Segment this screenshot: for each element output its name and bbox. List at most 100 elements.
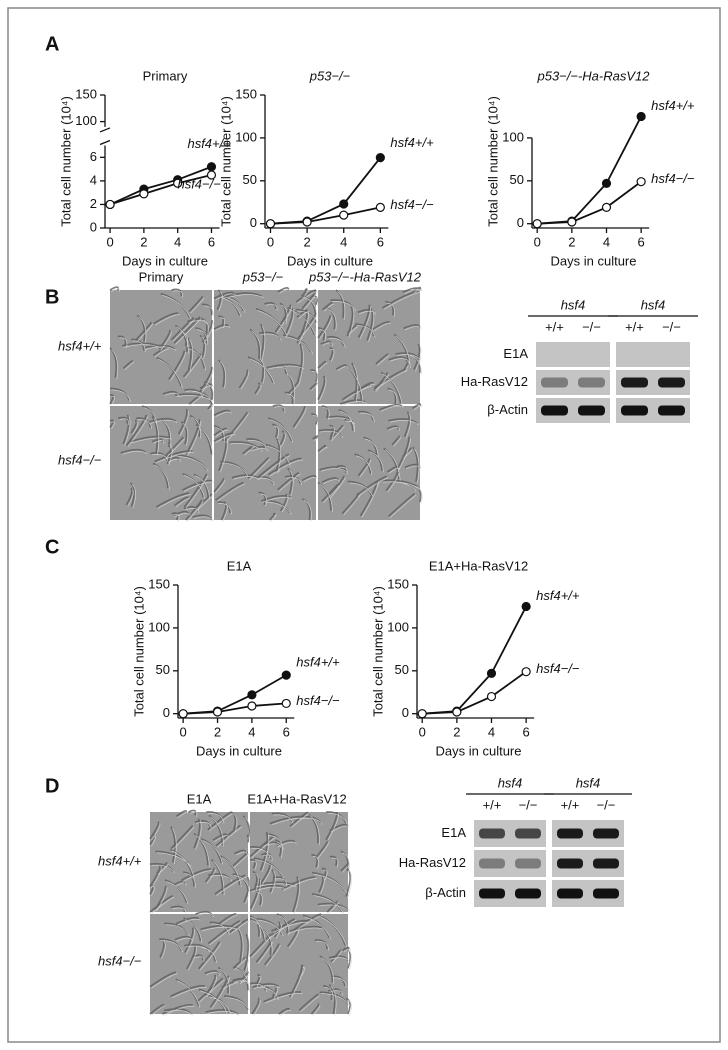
micrograph	[110, 406, 212, 520]
data-point	[636, 111, 646, 122]
data-point	[486, 691, 497, 702]
data-point	[139, 189, 149, 199]
x-tick-label: 0	[534, 234, 541, 249]
cell-texture	[251, 915, 352, 1016]
y-tick-label: 6	[90, 149, 97, 164]
data-point	[105, 199, 115, 210]
blot-band	[557, 888, 583, 899]
blot-band	[515, 858, 541, 869]
blot-band	[593, 828, 619, 839]
blot-group: hsf4	[576, 775, 601, 790]
x-tick-label: 2	[303, 234, 310, 249]
blot-group: hsf4	[641, 297, 666, 312]
column-header: p53−/−-Ha-RasV12	[308, 269, 422, 284]
y-tick-label: 50	[510, 172, 524, 187]
genotype: +/+	[625, 319, 644, 334]
genotype: +/+	[561, 797, 580, 812]
series-line	[109, 165, 212, 206]
series-line	[183, 702, 287, 715]
y-tick-label: 0	[90, 219, 97, 234]
panel-label: D	[45, 775, 59, 797]
series-label: hsf4−/−	[536, 661, 580, 676]
x-tick-label: 2	[214, 724, 221, 739]
data-point	[486, 668, 497, 678]
blot-band	[515, 828, 541, 839]
data-point	[265, 219, 276, 229]
x-tick-label: 2	[140, 234, 147, 249]
data-point	[339, 210, 349, 220]
panel-label: C	[45, 536, 59, 558]
series-line	[537, 116, 642, 225]
blot-band	[541, 405, 568, 416]
y-tick-label: 150	[235, 86, 257, 101]
genotype: −/−	[662, 319, 681, 334]
x-tick-label: 4	[488, 724, 495, 739]
series-label: hsf4−/−	[177, 176, 221, 191]
panel-label: A	[45, 33, 59, 55]
chart-title: E1A	[227, 558, 252, 573]
y-tick-label: 50	[156, 662, 170, 677]
data-point	[339, 199, 349, 209]
y-tick-label: 50	[395, 662, 409, 677]
y-tick-label: 100	[502, 129, 524, 144]
chart-title: Primary	[143, 68, 188, 83]
data-point	[375, 202, 385, 213]
blot-band	[593, 858, 619, 869]
x-tick-label: 0	[106, 234, 113, 249]
blot-band	[578, 377, 605, 388]
cell-texture	[215, 289, 319, 406]
chart-title: p53−/−	[309, 68, 351, 83]
blot-band	[479, 828, 505, 839]
blot-band	[658, 405, 685, 416]
x-tick-label: 4	[174, 234, 181, 249]
blot-band	[557, 828, 583, 839]
blot-band	[621, 377, 648, 388]
cell-texture	[319, 405, 423, 519]
genotype: +/+	[483, 797, 502, 812]
series-line	[270, 206, 381, 225]
blot-group: hsf4	[498, 775, 523, 790]
data-point	[173, 178, 183, 188]
blot-band	[515, 888, 541, 899]
y-tick-label: 2	[90, 196, 97, 211]
cell-texture	[215, 406, 320, 522]
y-tick-label: 4	[90, 172, 97, 187]
data-point	[206, 170, 217, 180]
column-header: p53−/−	[242, 269, 284, 284]
data-point	[567, 217, 577, 227]
data-point	[521, 601, 531, 612]
data-point	[281, 698, 291, 709]
series-label: hsf4+/+	[187, 136, 231, 151]
column-header: E1A+Ha-RasV12	[247, 791, 346, 806]
series-line	[270, 157, 382, 225]
series-label: hsf4−/−	[651, 171, 695, 186]
data-point	[247, 701, 257, 711]
data-point	[247, 690, 257, 700]
x-axis-label: Days in culture	[196, 743, 282, 758]
row-label: hsf4−/−	[58, 452, 102, 467]
series-line	[183, 674, 287, 715]
x-tick-label: 0	[180, 724, 187, 739]
data-point	[636, 177, 646, 187]
column-header: Primary	[139, 269, 184, 284]
data-point	[601, 178, 612, 188]
y-tick-label: 100	[387, 619, 409, 634]
genotype: −/−	[519, 797, 538, 812]
y-tick-label: 0	[517, 215, 524, 230]
blot-band	[479, 888, 505, 899]
cell-texture	[151, 913, 251, 1016]
data-point	[452, 707, 462, 717]
cell-texture	[109, 403, 213, 521]
series-line	[422, 670, 527, 715]
y-tick-label: 150	[75, 86, 97, 101]
y-tick-label: 100	[235, 129, 257, 144]
blot-row-label: Ha-RasV12	[461, 374, 528, 389]
blot-band	[557, 858, 583, 869]
x-tick-label: 2	[568, 234, 575, 249]
cell-texture	[151, 811, 253, 914]
blot-row-label: β-Actin	[487, 402, 528, 417]
data-point	[601, 202, 612, 213]
x-tick-label: 0	[267, 234, 274, 249]
series-label: hsf4+/+	[651, 98, 695, 113]
